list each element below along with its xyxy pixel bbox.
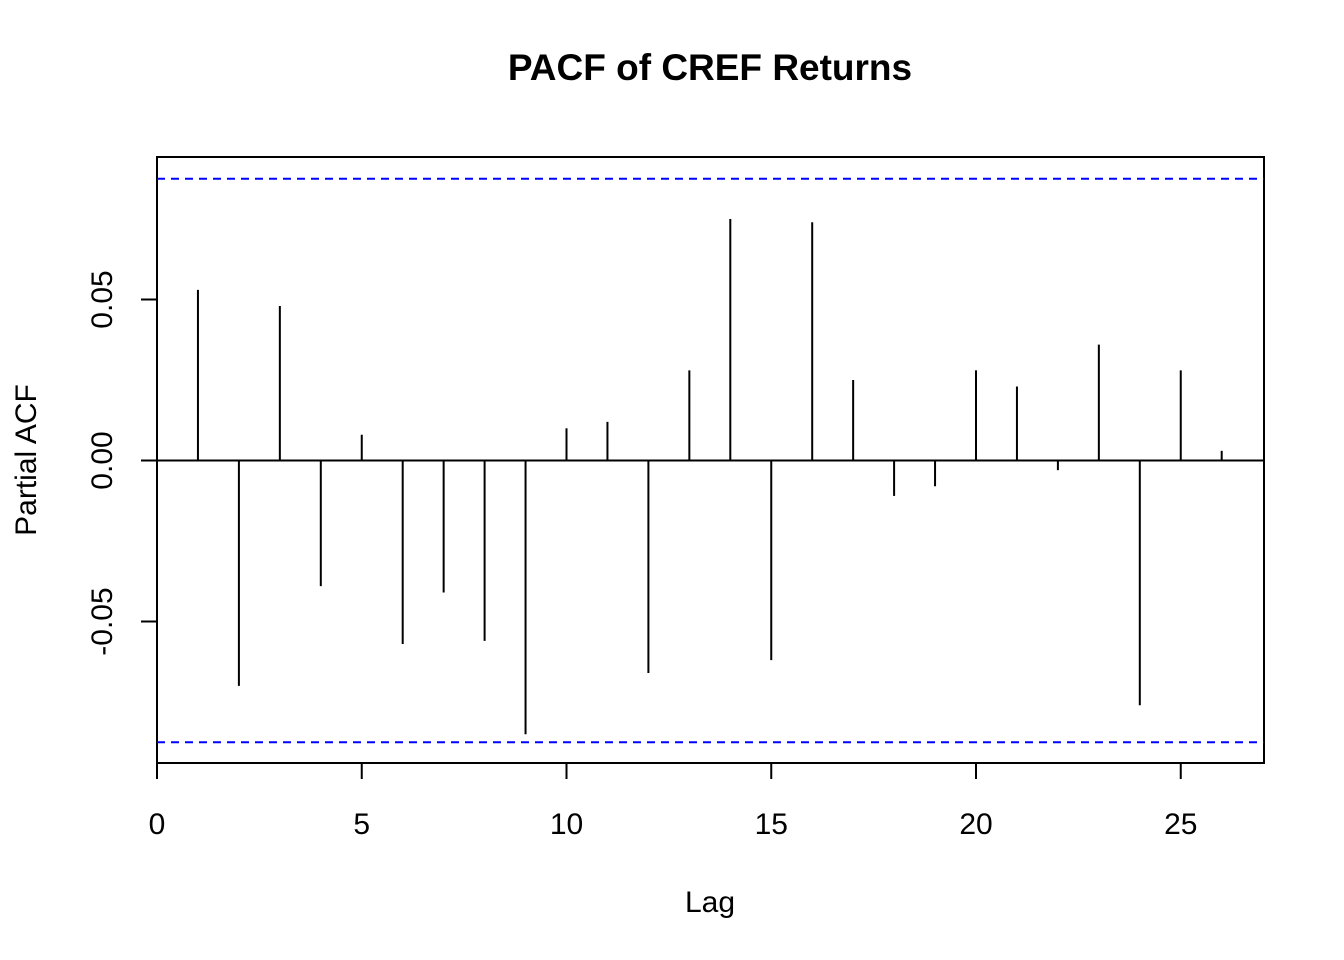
y-tick-label: 0.00 [86, 431, 119, 489]
x-axis-label: Lag [685, 886, 735, 919]
x-tick-label: 15 [755, 808, 788, 841]
y-tick-label: 0.05 [86, 270, 119, 328]
x-tick-label: 25 [1164, 808, 1197, 841]
y-tick-label: -0.05 [86, 587, 119, 655]
x-axis: 0 5 10 15 20 25 [149, 762, 1197, 841]
chart-title: PACF of CREF Returns [508, 47, 912, 88]
confidence-bounds [157, 177, 1264, 744]
y-axis-label: Partial ACF [10, 384, 43, 536]
y-axis: -0.05 0.00 0.05 [86, 270, 158, 656]
pacf-bars [196, 219, 1223, 735]
x-tick-label: 20 [959, 808, 992, 841]
x-tick-label: 10 [550, 808, 583, 841]
x-tick-label: 0 [149, 808, 166, 841]
x-tick-label: 5 [353, 808, 370, 841]
